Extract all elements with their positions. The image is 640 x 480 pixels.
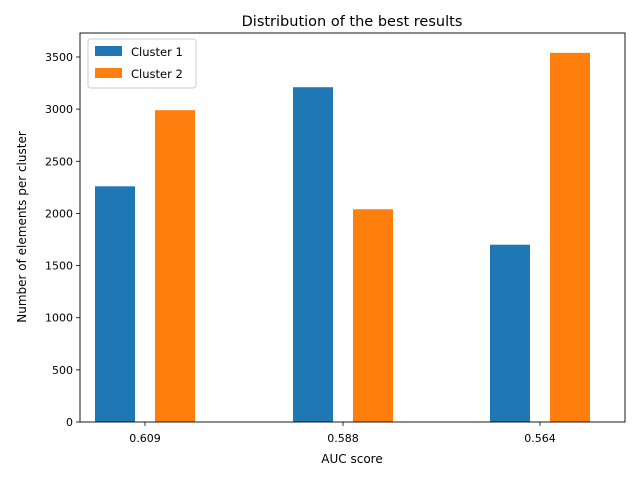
y-axis: 0 500 1000 1500 2000 2500 3000 3500: [45, 51, 80, 429]
bar-series1-3: [490, 244, 530, 422]
x-tick-label: 0.564: [524, 432, 556, 445]
bar-series2-2: [353, 209, 393, 422]
y-tick-label: 2000: [45, 207, 73, 220]
legend-label: Cluster 1: [131, 45, 183, 59]
bars-layer: [95, 52, 590, 423]
plot-frame: [79, 32, 626, 423]
bar-series1-1: [95, 186, 135, 422]
legend-swatch: [95, 68, 122, 78]
legend-label: Cluster 2: [131, 67, 183, 81]
bar-series2-3: [550, 52, 590, 423]
y-tick-label: 0: [66, 416, 73, 429]
chart-title: Distribution of the best results: [242, 14, 463, 30]
bar-series2-1: [155, 110, 195, 423]
x-axis: 0.609 0.588 0.564: [129, 422, 556, 445]
x-axis-label: AUC score: [321, 452, 382, 466]
bar-series1-2: [293, 87, 333, 422]
y-axis-label: Number of elements per cluster: [15, 131, 29, 323]
y-tick-label: 1500: [45, 260, 73, 273]
y-tick-label: 500: [52, 364, 73, 377]
y-tick-label: 2500: [45, 155, 73, 168]
legend: Cluster 1 Cluster 2: [87, 38, 197, 89]
legend-swatch: [95, 46, 122, 56]
y-tick-label: 1000: [45, 312, 73, 325]
y-tick-label: 3500: [45, 51, 73, 64]
y-tick-label: 3000: [45, 103, 73, 116]
x-tick-label: 0.588: [327, 432, 359, 445]
x-tick-label: 0.609: [129, 432, 161, 445]
